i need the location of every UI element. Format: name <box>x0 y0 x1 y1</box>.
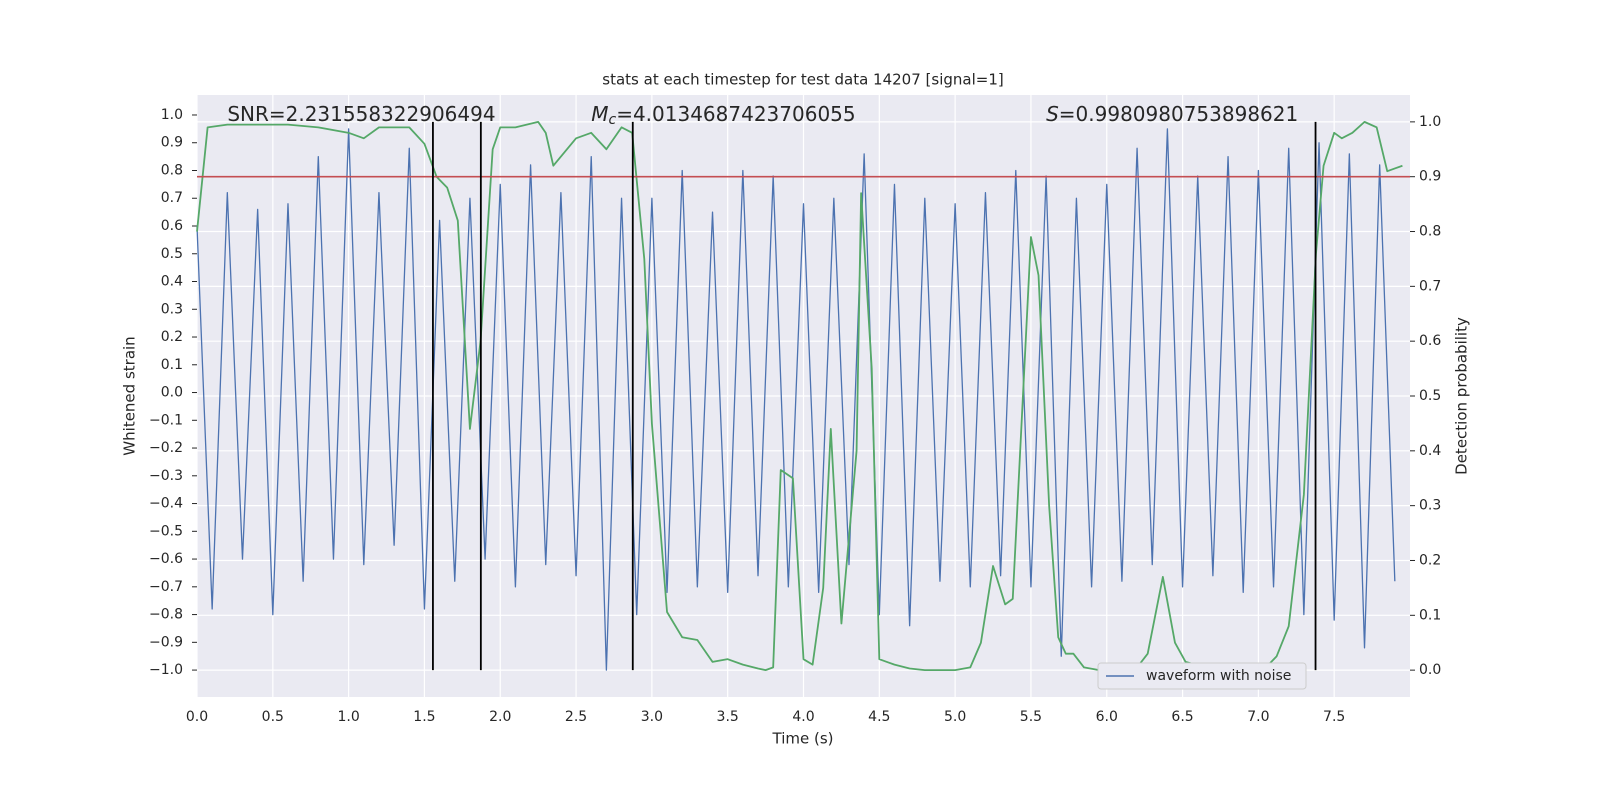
y-tick-label: 0.3 <box>161 301 183 317</box>
y2-tick-label: 0.2 <box>1419 552 1441 568</box>
y-tick-label: 0.9 <box>161 135 183 151</box>
y2-tick-label: 0.6 <box>1419 333 1441 349</box>
annotation-subscript: c <box>608 112 616 128</box>
x-tick-label: 1.0 <box>337 709 359 725</box>
y-tick-label: −0.6 <box>149 551 183 567</box>
x-tick-label: 6.0 <box>1096 709 1118 725</box>
y-tick-label: −0.2 <box>149 440 183 456</box>
y-tick-label: 0.0 <box>161 385 183 401</box>
x-tick-label: 2.5 <box>565 709 587 725</box>
x-tick-label: 7.5 <box>1323 709 1345 725</box>
y2-tick-label: 0.9 <box>1419 169 1441 185</box>
y-tick-label: −0.1 <box>149 412 183 428</box>
y-tick-label: 0.4 <box>161 274 183 290</box>
y2-tick-label: 0.8 <box>1419 224 1441 240</box>
y-tick-label: −0.4 <box>149 496 183 512</box>
x-tick-label: 5.0 <box>944 709 966 725</box>
y-tick-label: 0.5 <box>161 246 183 262</box>
y2-tick-label: 1.0 <box>1419 114 1441 130</box>
y2-tick-label: 0.4 <box>1419 443 1441 459</box>
annotation: S=0.9980980753898621 <box>1046 102 1298 126</box>
y-axis-label: Whitened strain <box>121 336 139 455</box>
legend-label: waveform with noise <box>1146 668 1291 684</box>
x-tick-label: 2.0 <box>489 709 511 725</box>
x-axis-label: Time (s) <box>772 730 834 748</box>
y2-tick-label: 0.3 <box>1419 498 1441 514</box>
annotation-symbol: M <box>591 102 608 126</box>
x-tick-label: 0.5 <box>262 709 284 725</box>
x-tick-label: 3.0 <box>641 709 663 725</box>
annotation: Mc=4.0134687423706055 <box>591 102 855 129</box>
y-tick-label: 0.1 <box>161 357 183 373</box>
x-tick-label: 1.5 <box>413 709 435 725</box>
y-tick-label: −1.0 <box>149 662 183 678</box>
x-tick-label: 3.5 <box>717 709 739 725</box>
y-tick-label: −0.8 <box>149 607 183 623</box>
y2-axis-label: Detection probability <box>1453 317 1471 475</box>
legend-box <box>1097 662 1307 690</box>
x-tick-label: 4.5 <box>868 709 890 725</box>
y-tick-label: 0.2 <box>161 329 183 345</box>
x-tick-label: 6.5 <box>1171 709 1193 725</box>
x-tick-label: 5.5 <box>1020 709 1042 725</box>
y2-tick-label: 0.5 <box>1419 388 1441 404</box>
y-tick-label: −0.9 <box>149 634 183 650</box>
y2-tick-label: 0.1 <box>1419 607 1441 623</box>
y2-tick-label: 0.0 <box>1419 662 1441 678</box>
waveform-line <box>196 128 1396 671</box>
y-tick-label: −0.3 <box>149 468 183 484</box>
annotation-text: SNR=2.231558322906494 <box>227 102 495 126</box>
y-tick-label: 0.8 <box>161 162 183 178</box>
x-tick-label: 7.0 <box>1247 709 1269 725</box>
y-tick-label: −0.5 <box>149 523 183 539</box>
y-tick-label: 0.6 <box>161 218 183 234</box>
y-tick-label: 1.0 <box>161 107 183 123</box>
y2-tick-label: 0.7 <box>1419 278 1441 294</box>
x-tick-label: 0.0 <box>186 709 208 725</box>
annotation-text: =0.9980980753898621 <box>1059 102 1298 126</box>
annotation-symbol: S <box>1046 102 1059 126</box>
chart-title: stats at each timestep for test data 142… <box>602 71 1003 89</box>
annotation-text: =4.0134687423706055 <box>616 102 855 126</box>
x-tick-label: 4.0 <box>792 709 814 725</box>
y-tick-label: 0.7 <box>161 190 183 206</box>
y-tick-label: −0.7 <box>149 579 183 595</box>
annotation: SNR=2.231558322906494 <box>227 102 495 126</box>
